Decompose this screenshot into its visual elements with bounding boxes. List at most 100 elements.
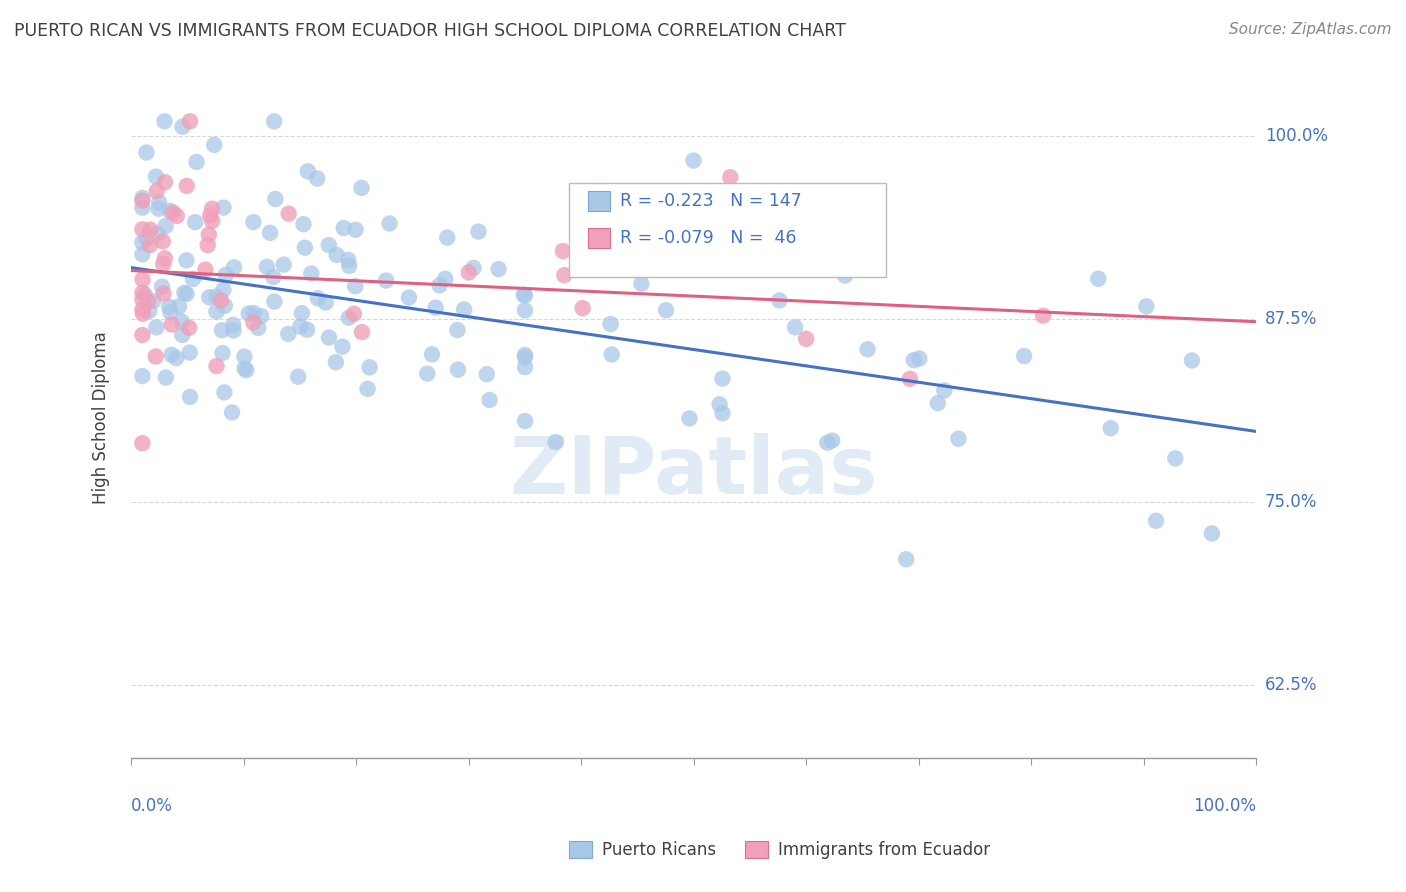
Point (152, 235, 174, 249)
Point (205, 359, 228, 373)
Point (262, 270, 284, 285)
Point (277, 326, 299, 341)
Point (148, 195, 170, 210)
Point (131, 191, 153, 205)
Point (162, 205, 184, 219)
Point (425, 301, 447, 315)
Point (142, 293, 165, 308)
Point (202, 137, 225, 152)
Point (256, 260, 278, 274)
Point (544, 435, 567, 450)
Point (287, 369, 309, 384)
Point (513, 348, 536, 362)
Point (233, 350, 256, 364)
Point (201, 214, 224, 228)
Point (350, 325, 373, 339)
Point (211, 323, 233, 337)
Point (343, 307, 366, 321)
Point (184, 215, 207, 229)
Point (145, 184, 167, 198)
Point (416, 367, 439, 381)
Point (571, 301, 593, 315)
Point (148, 202, 170, 216)
Point (600, 347, 623, 361)
Point (429, 278, 451, 293)
Point (1135, 299, 1157, 313)
Point (768, 293, 790, 308)
Point (250, 309, 273, 323)
Point (718, 170, 741, 185)
Point (155, 219, 177, 233)
Point (678, 411, 700, 425)
Point (294, 241, 316, 255)
Point (131, 436, 153, 450)
Point (1201, 526, 1223, 541)
Point (157, 300, 180, 314)
Point (337, 259, 360, 273)
Point (222, 324, 245, 338)
Point (152, 286, 174, 301)
Point (315, 295, 337, 310)
Point (172, 327, 194, 342)
Point (344, 223, 367, 237)
Y-axis label: High School Diploma: High School Diploma (93, 331, 110, 504)
Point (264, 192, 287, 206)
Point (463, 260, 485, 275)
Point (131, 235, 153, 250)
Point (214, 299, 236, 313)
Point (475, 367, 498, 381)
Text: R = -0.223   N = 147: R = -0.223 N = 147 (620, 192, 801, 210)
Point (131, 222, 153, 236)
Point (160, 348, 183, 362)
Point (131, 272, 153, 286)
Point (398, 291, 420, 305)
Point (446, 323, 468, 337)
Point (682, 153, 704, 168)
Point (709, 397, 731, 411)
Text: 75.0%: 75.0% (1265, 492, 1317, 511)
Point (318, 330, 340, 344)
Point (209, 293, 232, 308)
Point (332, 221, 354, 235)
Point (138, 294, 160, 309)
Point (139, 222, 162, 236)
Point (453, 302, 475, 317)
Point (212, 201, 235, 215)
Point (513, 303, 536, 318)
Point (198, 208, 221, 222)
Point (898, 372, 921, 386)
Point (447, 362, 470, 376)
Point (856, 343, 879, 357)
Point (1144, 514, 1167, 528)
Point (176, 253, 198, 268)
Point (179, 345, 201, 359)
Point (172, 120, 194, 134)
Point (131, 302, 153, 317)
Point (131, 247, 153, 261)
Point (179, 114, 201, 128)
Point (299, 267, 322, 281)
Point (131, 328, 153, 343)
Point (292, 217, 315, 231)
Point (131, 369, 153, 384)
Point (332, 340, 354, 354)
Point (318, 238, 340, 252)
Text: ZIPatlas: ZIPatlas (509, 433, 877, 511)
Point (179, 390, 201, 404)
Point (194, 262, 217, 277)
Point (478, 392, 501, 407)
Point (834, 268, 856, 283)
Point (1087, 271, 1109, 285)
Point (359, 360, 381, 375)
Point (205, 289, 228, 303)
Point (821, 434, 844, 448)
Point (135, 145, 157, 160)
Point (457, 265, 479, 279)
Point (212, 283, 235, 297)
Point (214, 385, 236, 400)
Point (337, 310, 360, 325)
Point (420, 347, 443, 361)
Point (599, 317, 621, 331)
Point (145, 350, 167, 364)
Point (783, 320, 806, 334)
